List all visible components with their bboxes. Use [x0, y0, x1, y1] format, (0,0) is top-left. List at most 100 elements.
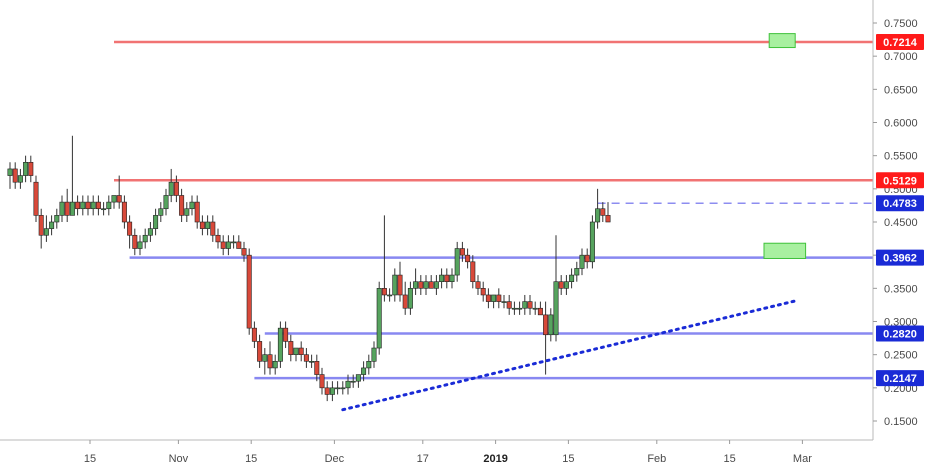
candle-down: [85, 201, 91, 210]
level-tag[interactable]: 0.7214: [876, 33, 924, 50]
candle-up: [563, 281, 569, 289]
price-tick-label: 0.7000: [884, 51, 918, 63]
candle-down: [397, 274, 403, 296]
time-tick-label: 2019: [483, 453, 507, 465]
candle-up: [7, 168, 13, 176]
candle-down: [465, 254, 471, 263]
candle-down: [303, 354, 309, 362]
candle-down: [558, 281, 564, 289]
candle-up: [589, 221, 595, 263]
level-tag-bg: [876, 325, 924, 342]
candle-down: [64, 201, 70, 216]
level-tags-layer: 0.7214 0.5129 0.3962 0.2820 0.2147 0.4783: [876, 33, 924, 387]
candle-down: [194, 201, 200, 223]
candle-down: [210, 221, 216, 236]
target-zone: [763, 242, 807, 259]
candle-down: [480, 288, 486, 296]
candle-down: [199, 221, 205, 229]
candle-down: [527, 301, 533, 309]
candle-up: [137, 241, 143, 249]
candle-down: [220, 241, 226, 249]
candle-up: [522, 301, 528, 309]
current-price-tag-label: 0.4783: [883, 198, 917, 210]
candle-up: [54, 215, 60, 223]
candle-down: [314, 360, 320, 375]
candle-up: [168, 181, 174, 196]
candle-up: [272, 360, 278, 369]
candles-layer: [7, 135, 611, 402]
price-tick-label: 0.7500: [884, 18, 918, 30]
level-tag[interactable]: 0.2147: [876, 370, 924, 387]
price-tick-label: 0.1500: [884, 416, 918, 428]
candle-up: [43, 228, 49, 236]
candle-up: [366, 360, 372, 369]
candle-down: [95, 201, 101, 210]
candle-down: [584, 254, 590, 263]
candle-down: [319, 374, 325, 389]
candle-up: [569, 274, 575, 283]
candle-up: [335, 387, 341, 390]
level-tag-label: 0.3962: [883, 253, 917, 265]
candle-up: [413, 281, 419, 289]
candle-up: [574, 268, 580, 276]
candle-up: [433, 281, 439, 289]
candle-up: [49, 221, 55, 229]
candle-down: [28, 162, 34, 176]
candle-down: [121, 201, 127, 223]
candle-up: [23, 162, 29, 176]
time-axis[interactable]: 15 Nov 15 Dec 17 2019 15 Feb 15 Mar: [0, 439, 873, 465]
candle-up: [101, 208, 107, 211]
candle-down: [475, 281, 481, 289]
time-tick-label: 17: [417, 453, 429, 465]
time-tick-label: Mar: [793, 453, 812, 465]
candle-up: [277, 327, 283, 362]
candle-up: [205, 221, 211, 229]
price-tick-label: 0.4500: [884, 217, 918, 229]
candle-up: [491, 294, 497, 302]
price-tick-label: 0.6000: [884, 118, 918, 130]
candle-up: [17, 175, 23, 183]
candle-up: [69, 201, 75, 216]
candle-down: [12, 168, 18, 183]
candle-up: [579, 254, 585, 269]
candle-up: [293, 347, 299, 355]
candle-down: [324, 387, 330, 395]
candle-down: [132, 234, 138, 249]
candle-down: [257, 341, 263, 362]
candle-down: [298, 347, 304, 355]
time-tick-label: Nov: [169, 453, 189, 465]
level-tag-label: 0.2820: [883, 328, 917, 340]
current-price-tag-bg: [876, 195, 924, 212]
candle-down: [418, 281, 424, 289]
candle-up: [553, 281, 559, 336]
support-trendline[interactable]: [341, 299, 797, 412]
candle-up: [407, 288, 413, 309]
candle-down: [485, 294, 491, 302]
candle-up: [376, 288, 382, 349]
candle-down: [459, 248, 465, 256]
level-tag[interactable]: 0.5129: [876, 172, 924, 189]
candle-down: [241, 248, 247, 256]
candle-up: [111, 195, 117, 203]
candle-down: [537, 307, 543, 316]
candle-down: [381, 288, 387, 296]
price-tick-label: 0.2500: [884, 350, 918, 362]
level-tag-bg: [876, 249, 924, 266]
candle-up: [501, 301, 507, 303]
target-zone: [768, 33, 796, 49]
level-tag[interactable]: 0.2820: [876, 325, 924, 342]
candle-up: [189, 201, 195, 210]
level-tag-bg: [876, 33, 924, 50]
candle-up: [153, 215, 159, 229]
candle-up: [329, 387, 335, 395]
candle-up: [387, 294, 393, 297]
current-price-tag[interactable]: 0.4783: [876, 195, 924, 212]
levels-layer: [114, 33, 873, 380]
time-tick-label: 15: [84, 453, 96, 465]
candle-up: [361, 367, 367, 375]
candle-down: [173, 181, 179, 196]
level-tag[interactable]: 0.3962: [876, 249, 924, 266]
candle-down: [179, 195, 185, 216]
candle-up: [80, 201, 86, 210]
